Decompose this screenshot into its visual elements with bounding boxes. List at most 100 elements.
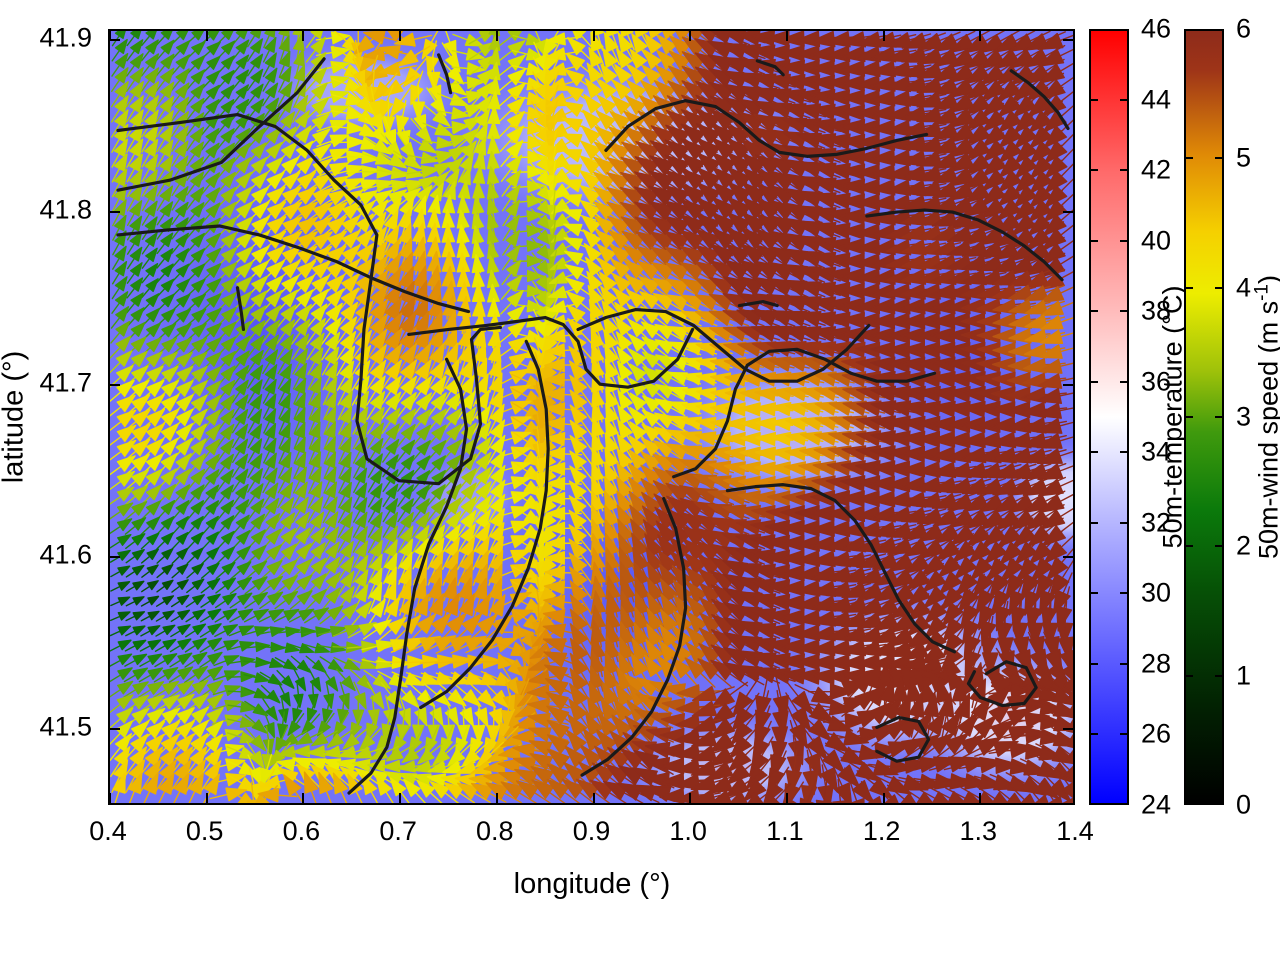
wind-arrow: [155, 499, 176, 522]
wind-arrow: [338, 481, 352, 509]
wind-arrow: [382, 210, 399, 244]
wind-arrow: [501, 259, 522, 286]
wind-arrow: [695, 540, 733, 568]
wind-arrow: [438, 145, 467, 164]
wind-arrow: [825, 551, 872, 568]
wind-arrow: [245, 529, 266, 552]
wind-arrow: [586, 270, 607, 303]
wind-arrow: [638, 276, 671, 300]
wind-arrow: [669, 35, 701, 64]
wind-arrow: [367, 483, 383, 508]
wind-arrow: [396, 439, 416, 463]
wind-arrow: [568, 480, 593, 510]
wind-arrow: [916, 62, 962, 79]
wind-arrow: [737, 341, 780, 357]
wind-arrow: [581, 215, 609, 241]
wind-arrow: [641, 336, 670, 359]
wind-arrow: [412, 310, 430, 350]
wind-arrow: [642, 380, 669, 403]
wind-arrow: [111, 183, 128, 212]
wind-arrow: [454, 127, 480, 151]
wind-arrow: [666, 495, 703, 524]
wind-arrow: [472, 373, 489, 407]
wind-arrow: [231, 54, 250, 76]
wind-arrow: [680, 109, 718, 138]
wind-arrow: [441, 510, 462, 539]
wind-arrow: [726, 137, 763, 169]
wind-arrow: [456, 496, 477, 524]
wind-arrow: [828, 400, 870, 416]
x-tick-mark: [882, 793, 885, 803]
wind-arrow: [782, 356, 825, 372]
wind-arrow: [308, 466, 322, 494]
wind-arrow: [648, 200, 689, 226]
colorbar-tick-label: 5: [1236, 142, 1252, 173]
wind-arrow: [317, 202, 348, 225]
wind-arrow: [603, 490, 620, 527]
wind-arrow: [440, 423, 462, 449]
wind-arrow: [111, 168, 128, 198]
wind-arrow: [425, 392, 447, 420]
wind-arrow: [814, 416, 854, 431]
wind-arrow: [668, 386, 702, 400]
wind-arrow: [667, 325, 702, 341]
wind-arrow: [170, 293, 191, 313]
wind-arrow: [410, 70, 424, 106]
wind-arrow: [664, 139, 704, 168]
wind-arrow: [931, 254, 977, 271]
wind-arrow: [699, 31, 734, 47]
wind-arrow: [572, 31, 593, 49]
wind-arrow: [200, 31, 220, 46]
wind-arrow: [169, 453, 192, 479]
wind-arrow: [442, 342, 459, 378]
wind-arrow: [580, 186, 610, 211]
wind-arrow: [215, 394, 235, 419]
wind-arrow: [562, 209, 597, 222]
wind-arrow: [900, 76, 947, 93]
wind-arrow: [642, 519, 669, 557]
wind-arrow: [365, 344, 387, 377]
wind-arrow: [231, 98, 250, 121]
wind-arrow: [457, 180, 471, 214]
wind-arrow: [216, 69, 235, 91]
wind-arrow: [1035, 402, 1073, 419]
wind-arrow: [885, 61, 932, 78]
wind-arrow: [770, 417, 809, 431]
wind-arrow: [380, 297, 403, 334]
wind-arrow: [200, 187, 221, 210]
wind-arrow: [709, 95, 749, 123]
wind-arrow: [364, 199, 389, 227]
wind-arrow: [595, 229, 625, 256]
wind-arrow: [1021, 447, 1067, 464]
wind-arrow: [679, 214, 719, 242]
wind-arrow: [471, 95, 492, 123]
wind-arrow: [472, 326, 487, 364]
wind-arrow: [598, 271, 623, 302]
wind-arrow: [316, 189, 349, 209]
wind-arrow: [641, 423, 670, 449]
wind-arrow: [275, 527, 297, 552]
wind-arrow: [567, 36, 594, 63]
wind-arrow: [675, 31, 701, 49]
wind-arrow: [185, 484, 205, 507]
wind-arrow: [215, 171, 236, 196]
wind-arrow: [353, 467, 368, 494]
wind-arrow: [782, 173, 825, 195]
wind-arrow: [411, 326, 431, 364]
wind-arrow: [337, 511, 353, 538]
wind-arrow: [486, 434, 506, 466]
wind-arrow: [1040, 300, 1073, 317]
wind-arrow: [932, 506, 976, 527]
wind-arrow: [653, 493, 687, 525]
wind-arrow: [366, 375, 386, 406]
wind-arrow: [156, 248, 174, 269]
wind-arrow: [1036, 417, 1073, 434]
wind-arrow: [153, 379, 180, 404]
wind-arrow: [580, 140, 610, 167]
wind-arrow: [651, 262, 688, 284]
wind-arrow: [900, 165, 947, 182]
wind-arrow: [111, 138, 129, 168]
wind-arrow: [335, 330, 357, 362]
wind-arrow: [301, 202, 333, 225]
wind-arrow: [568, 509, 593, 539]
